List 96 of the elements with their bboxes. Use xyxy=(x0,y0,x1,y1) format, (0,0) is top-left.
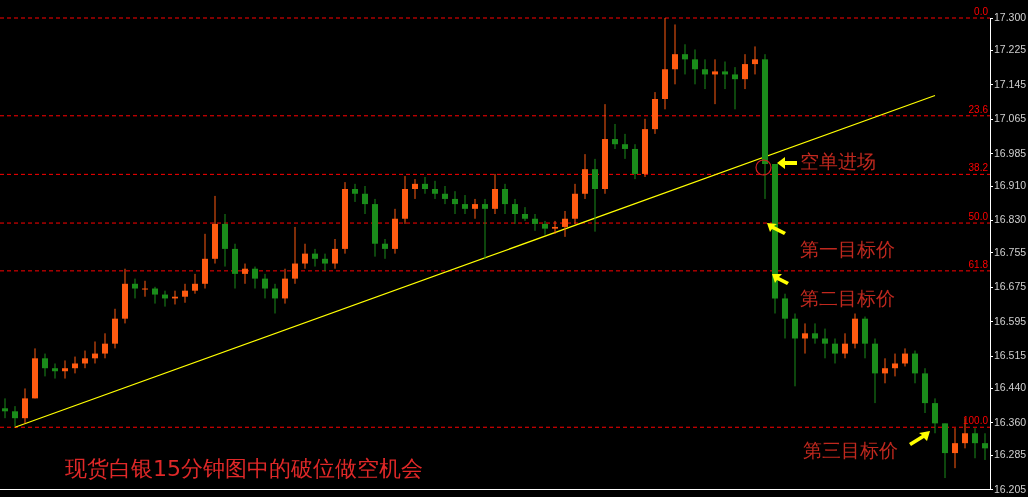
candlestick xyxy=(252,266,258,290)
candlestick xyxy=(292,226,298,285)
y-tick-label: 16.440 xyxy=(994,381,1027,394)
candlestick xyxy=(332,238,338,270)
candlestick xyxy=(262,273,268,299)
candlestick xyxy=(812,322,818,345)
y-tick-label: 16.755 xyxy=(994,245,1027,258)
candlestick xyxy=(782,293,788,339)
candlestick xyxy=(142,280,148,298)
candlestick xyxy=(552,220,558,235)
y-tick-label: 17.145 xyxy=(994,77,1027,90)
candlestick xyxy=(362,185,368,215)
candlestick xyxy=(542,220,548,236)
annotation: 23.6 xyxy=(968,103,989,115)
candlestick xyxy=(482,198,488,260)
candlestick xyxy=(742,53,748,90)
candlestick xyxy=(152,286,158,305)
annotation: 第一目标价 xyxy=(800,237,895,260)
y-tick-label: 16.205 xyxy=(994,482,1027,495)
y-tick-label: 17.300 xyxy=(994,10,1027,23)
candlestick xyxy=(282,268,288,305)
candlestick xyxy=(752,45,758,75)
candlestick xyxy=(732,66,738,110)
candlestick xyxy=(832,338,838,364)
candlestick xyxy=(722,61,728,90)
candlestick xyxy=(592,158,598,233)
candlestick xyxy=(442,185,448,205)
candlestick xyxy=(972,427,978,459)
y-tick-label: 16.830 xyxy=(994,213,1027,226)
candlestick xyxy=(412,178,418,200)
candlestick xyxy=(502,183,508,215)
candlestick xyxy=(802,322,808,355)
annotation: 空单进场 xyxy=(800,149,876,172)
y-tick-label: 17.225 xyxy=(994,43,1027,56)
annotation: 0.0 xyxy=(974,5,989,17)
candlestick xyxy=(312,248,318,268)
y-tick-label: 16.515 xyxy=(994,349,1027,362)
candlestick xyxy=(702,58,708,90)
candlestick xyxy=(102,332,108,359)
y-tick-label: 16.910 xyxy=(994,178,1027,191)
candlestick xyxy=(882,357,888,384)
candlestick xyxy=(42,353,48,377)
y-tick-label: 16.675 xyxy=(994,280,1027,293)
candlestick xyxy=(242,263,248,285)
candlestick xyxy=(452,190,458,215)
candlestick xyxy=(532,213,538,232)
candlestick xyxy=(672,23,678,85)
candlestick xyxy=(902,347,908,367)
annotation: 第三目标价 xyxy=(803,438,898,461)
candlestick xyxy=(822,328,828,359)
candlestick xyxy=(322,253,328,272)
candlestick xyxy=(472,198,478,220)
candlestick xyxy=(382,238,388,260)
y-tick-label: 16.595 xyxy=(994,314,1027,327)
candlestick xyxy=(792,313,798,387)
candlestick xyxy=(932,397,938,434)
candlestick xyxy=(2,397,8,419)
candlestick xyxy=(12,405,18,427)
candlestick xyxy=(892,353,898,377)
annotation: 100.0 xyxy=(962,414,989,426)
candlestick xyxy=(272,283,278,315)
candlestick xyxy=(302,243,308,270)
candlestick xyxy=(912,350,918,384)
candlestick xyxy=(712,58,718,105)
candlestick xyxy=(352,183,358,203)
candlestick xyxy=(432,180,438,200)
y-tick-label: 16.985 xyxy=(994,146,1027,159)
candlestick xyxy=(562,210,568,238)
y-tick-label: 17.065 xyxy=(994,112,1027,125)
candlestick xyxy=(682,43,688,75)
y-tick-label: 16.285 xyxy=(994,448,1027,461)
annotation: 61.8 xyxy=(968,258,989,270)
candlestick xyxy=(52,362,58,380)
candlestick xyxy=(842,332,848,359)
candlestick xyxy=(82,350,88,369)
candlestick xyxy=(522,206,528,222)
candlestick xyxy=(612,123,618,150)
candlestick xyxy=(462,194,468,215)
candlestick xyxy=(72,356,78,374)
candlestick xyxy=(952,427,958,469)
candlestick xyxy=(692,48,698,85)
annotation: 50.0 xyxy=(968,210,989,222)
y-tick-label: 16.360 xyxy=(994,415,1027,428)
text: 现货白银15分钟图中的破位做空机会 xyxy=(65,455,423,481)
candlestick xyxy=(622,133,628,160)
candlestick xyxy=(192,273,198,295)
annotation: 第二目标价 xyxy=(800,286,895,309)
candlestick xyxy=(492,173,498,215)
candlestick xyxy=(22,387,28,424)
candlestick xyxy=(132,278,138,299)
annotation: 38.2 xyxy=(968,162,989,174)
candlestick xyxy=(982,432,988,461)
candlestick xyxy=(62,359,68,380)
candlestick xyxy=(182,283,188,304)
candlestick xyxy=(422,176,428,195)
candlestick xyxy=(512,198,518,225)
